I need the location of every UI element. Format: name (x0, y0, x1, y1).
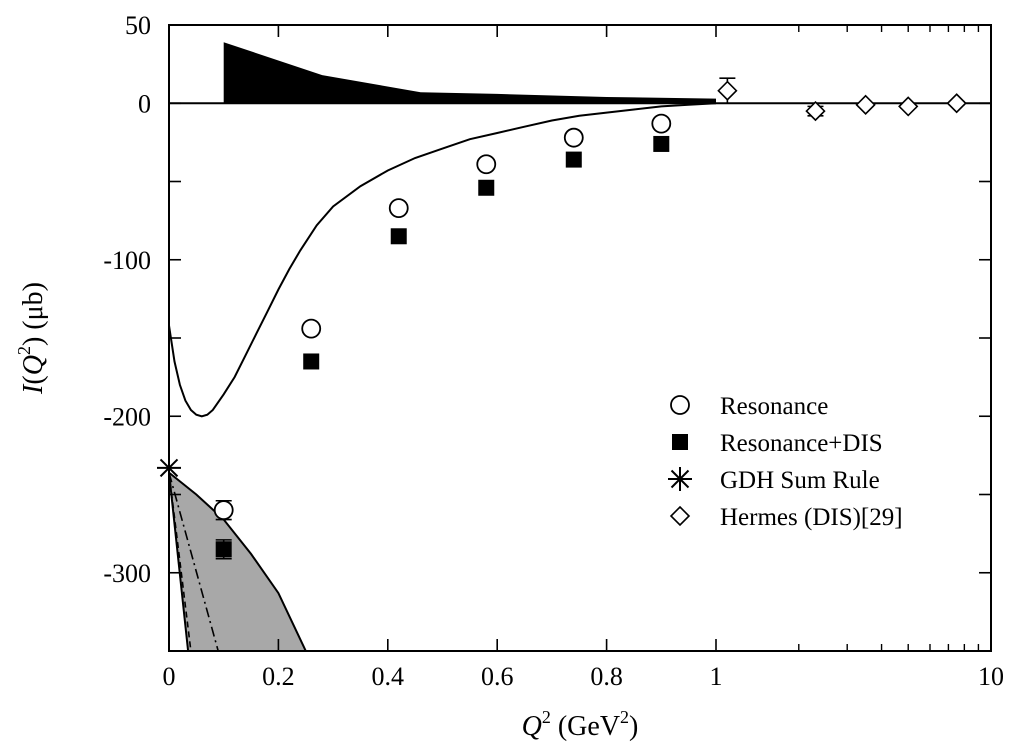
x-axis-label: Q2 (GeV2) (522, 707, 639, 742)
marker-filled-square (653, 135, 670, 152)
data-point (390, 228, 407, 245)
marker-open-circle (301, 318, 322, 339)
plot-border (168, 24, 992, 652)
data-point (565, 151, 582, 168)
legend-marker (670, 395, 690, 415)
marker-filled-square (478, 179, 495, 196)
legend-marker (669, 505, 691, 527)
marker-asterisk-stroke (670, 469, 690, 489)
marker-filled-square (215, 541, 232, 558)
marker-open-circle (651, 113, 672, 134)
marker-open-diamond (855, 94, 876, 115)
data-point (653, 135, 670, 152)
marker-asterisk-stroke (159, 458, 179, 478)
marker-open-circle (670, 395, 690, 415)
uncertainty-bands (169, 42, 716, 651)
data-point (717, 80, 738, 101)
data-point (946, 93, 967, 114)
data-point (898, 96, 919, 117)
marker-open-diamond (717, 80, 738, 101)
marker-open-diamond (669, 505, 691, 527)
data-point (303, 353, 320, 370)
legend-label: Resonance+DIS (720, 430, 883, 457)
legend-label: Hermes (DIS)[29] (720, 504, 903, 531)
legend-marker (668, 467, 692, 491)
legend: Resonance Resonance+DIS GDH Sum Rule Hermes… (668, 393, 903, 531)
marker-filled-square (303, 353, 320, 370)
x-tick-label: 0.2 (262, 662, 295, 691)
data-point (805, 100, 826, 122)
plot-frame (168, 24, 992, 652)
legend-marker (672, 434, 688, 450)
marker-open-diamond (898, 96, 919, 117)
marker-open-diamond (805, 100, 826, 122)
marker-open-diamond (946, 93, 967, 114)
dash-dot-line (169, 472, 219, 651)
model-curve (169, 102, 717, 418)
band-outer-edge-line (169, 471, 307, 651)
x-tick-label: 0.6 (481, 662, 514, 691)
data-point (651, 113, 672, 134)
lower-uncertainty-band (169, 472, 306, 651)
data-point (301, 318, 322, 339)
marker-open-circle (476, 154, 497, 175)
marker-filled-square (565, 151, 582, 168)
data-point (213, 500, 234, 521)
x-tick-label: 10 (978, 662, 1004, 691)
y-tick-label: 0 (138, 89, 151, 118)
data-point (215, 541, 232, 558)
x-tick-label: 1 (710, 662, 723, 691)
y-axis-label: I(Q2) (μb) (14, 282, 49, 395)
legend-label: Resonance (720, 393, 828, 420)
marker-open-circle (388, 198, 409, 219)
upper-uncertainty-band (223, 42, 716, 104)
data-points (157, 77, 967, 560)
legend-label: GDH Sum Rule (720, 467, 880, 494)
marker-open-circle (563, 127, 584, 148)
marker-filled-square (390, 228, 407, 245)
marker-open-circle (213, 500, 234, 521)
data-point (157, 455, 181, 480)
marker-filled-square (672, 434, 688, 450)
x-tick-label: 0.4 (372, 662, 405, 691)
x-tick-label: 0 (163, 662, 176, 691)
y-tick-label: -200 (103, 402, 151, 431)
axes: 0 0.2 0.4 0.6 0.8 1 10 50 0 -100 -200 -300 Q2 (GeV2)… (14, 11, 1004, 742)
y-tick-label: -100 (103, 246, 151, 275)
data-point (478, 179, 495, 196)
x-tick-label: 0.8 (590, 662, 623, 691)
y-tick-label: 50 (125, 11, 151, 40)
y-tick-label: -300 (103, 559, 151, 588)
band-inner-edge-line (169, 472, 190, 651)
data-point (388, 198, 409, 219)
data-point (855, 94, 876, 115)
data-point (476, 154, 497, 175)
model-curves (169, 102, 717, 651)
data-point (563, 127, 584, 148)
